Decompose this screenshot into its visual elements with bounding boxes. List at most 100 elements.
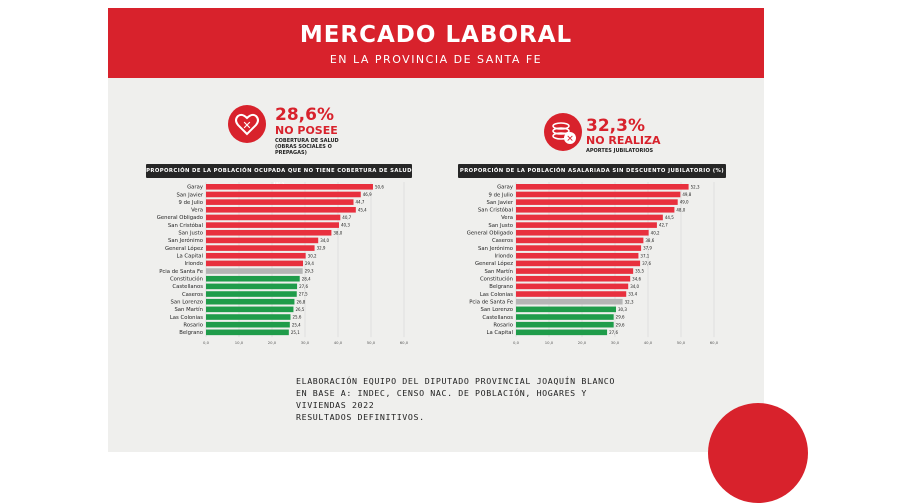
bar — [516, 283, 629, 290]
bar — [516, 191, 681, 198]
bar — [516, 237, 644, 244]
x-tick-label: 10,0 — [545, 340, 554, 345]
category-label: Castellanos — [482, 315, 513, 321]
value-label: 40,7 — [342, 215, 351, 220]
bar — [206, 314, 291, 320]
category-label: San Justo — [488, 223, 513, 229]
health-stat-label: NO POSEE — [275, 124, 338, 137]
bar — [206, 275, 300, 282]
value-label: 44,5 — [665, 215, 674, 220]
category-label: San Jerónimo — [168, 237, 203, 244]
value-label: 37,6 — [642, 261, 651, 266]
x-tick-label: 50,0 — [677, 340, 686, 345]
value-label: 40,3 — [341, 223, 350, 228]
bar — [206, 306, 294, 313]
value-label: 37,9 — [643, 246, 652, 251]
x-tick-label: 40,0 — [644, 340, 653, 345]
coins-x-icon: ✕ — [544, 113, 582, 151]
value-label: 49,0 — [680, 200, 689, 205]
category-label: La Capital — [177, 254, 203, 260]
category-label: San Cristóbal — [168, 222, 203, 229]
bar — [206, 329, 289, 336]
category-label: Las Colonias — [170, 315, 203, 321]
bar — [206, 229, 332, 236]
category-label: Caseros — [182, 292, 203, 298]
value-label: 32,3 — [625, 299, 634, 304]
value-label: 50,6 — [375, 184, 384, 189]
value-label: 49,8 — [682, 192, 691, 197]
value-label: 32,9 — [317, 246, 326, 251]
value-label: 29,6 — [616, 322, 625, 327]
value-label: 29,4 — [305, 261, 314, 266]
category-label: Rosario — [183, 322, 203, 328]
x-tick-label: 60,0 — [710, 340, 719, 345]
value-label: 25,6 — [292, 315, 301, 320]
bar — [516, 275, 631, 282]
svg-text:✕: ✕ — [242, 119, 251, 132]
category-label: San Martín — [174, 306, 203, 313]
bar — [206, 291, 297, 297]
category-label: Belgrano — [489, 284, 513, 290]
value-label: 44,7 — [356, 200, 365, 205]
value-label: 30,3 — [618, 307, 627, 312]
value-label: 26,5 — [295, 307, 304, 312]
value-label: 30,2 — [308, 253, 317, 258]
category-label: San Lorenzo — [171, 300, 203, 306]
bar — [516, 245, 642, 251]
x-tick-label: 30,0 — [301, 340, 310, 345]
category-label: Las Colonias — [480, 292, 513, 298]
bar — [516, 306, 616, 313]
bar — [206, 222, 339, 228]
category-label: Caseros — [492, 238, 513, 244]
bar — [516, 222, 657, 228]
bar — [206, 199, 354, 205]
value-label: 40,2 — [651, 230, 660, 235]
bar — [206, 237, 319, 244]
bar — [206, 184, 373, 190]
infographic-sheet: MERCADO LABORAL EN LA PROVINCIA DE SANTA… — [108, 8, 808, 503]
category-label: San Javier — [177, 192, 204, 198]
pension-stat-value: 32,3% — [586, 116, 645, 136]
value-label: 38,6 — [645, 238, 654, 243]
category-label: Constitución — [480, 276, 513, 283]
value-label: 34,6 — [632, 276, 641, 281]
bar — [516, 298, 623, 305]
value-label: 42,7 — [659, 223, 668, 228]
value-label: 29,3 — [305, 269, 314, 274]
x-tick-label: 20,0 — [268, 340, 277, 345]
category-label: Vera — [501, 215, 513, 221]
corner-decoration — [708, 403, 808, 503]
credits-line: RESULTADOS DEFINITIVOS. — [296, 412, 425, 422]
credits-line: ELABORACIÓN EQUIPO DEL DIPUTADO PROVINCI… — [296, 376, 615, 386]
category-label: General Obligado — [467, 231, 513, 237]
value-label: 34,0 — [630, 284, 639, 289]
category-label: San Martín — [484, 268, 513, 275]
value-label: 52,3 — [691, 184, 700, 189]
category-label: 9 de Julio — [179, 200, 203, 206]
health-stat-value: 28,6% — [275, 105, 334, 125]
category-label: Iriondo — [495, 254, 513, 260]
bar — [516, 329, 608, 336]
svg-text:✕: ✕ — [566, 135, 574, 145]
value-label: 48,0 — [676, 207, 685, 212]
bar — [206, 191, 361, 198]
bar — [516, 291, 627, 297]
x-tick-label: 10,0 — [235, 340, 244, 345]
category-label: Rosario — [493, 322, 513, 328]
bar — [206, 283, 298, 290]
category-label: San Javier — [487, 200, 514, 206]
category-label: Castellanos — [172, 284, 203, 290]
value-label: 46,9 — [363, 192, 372, 197]
x-tick-label: 20,0 — [578, 340, 587, 345]
bar — [206, 268, 303, 274]
bar — [516, 184, 689, 190]
value-label: 38,0 — [333, 230, 342, 235]
bar — [516, 268, 634, 274]
bar — [516, 214, 663, 221]
x-tick-label: 0,0 — [203, 340, 210, 345]
pension-stat-label: NO REALIZA — [586, 134, 661, 147]
bar — [516, 206, 675, 213]
category-label: San Lorenzo — [481, 307, 513, 313]
bar — [516, 314, 614, 320]
bar — [206, 206, 356, 213]
